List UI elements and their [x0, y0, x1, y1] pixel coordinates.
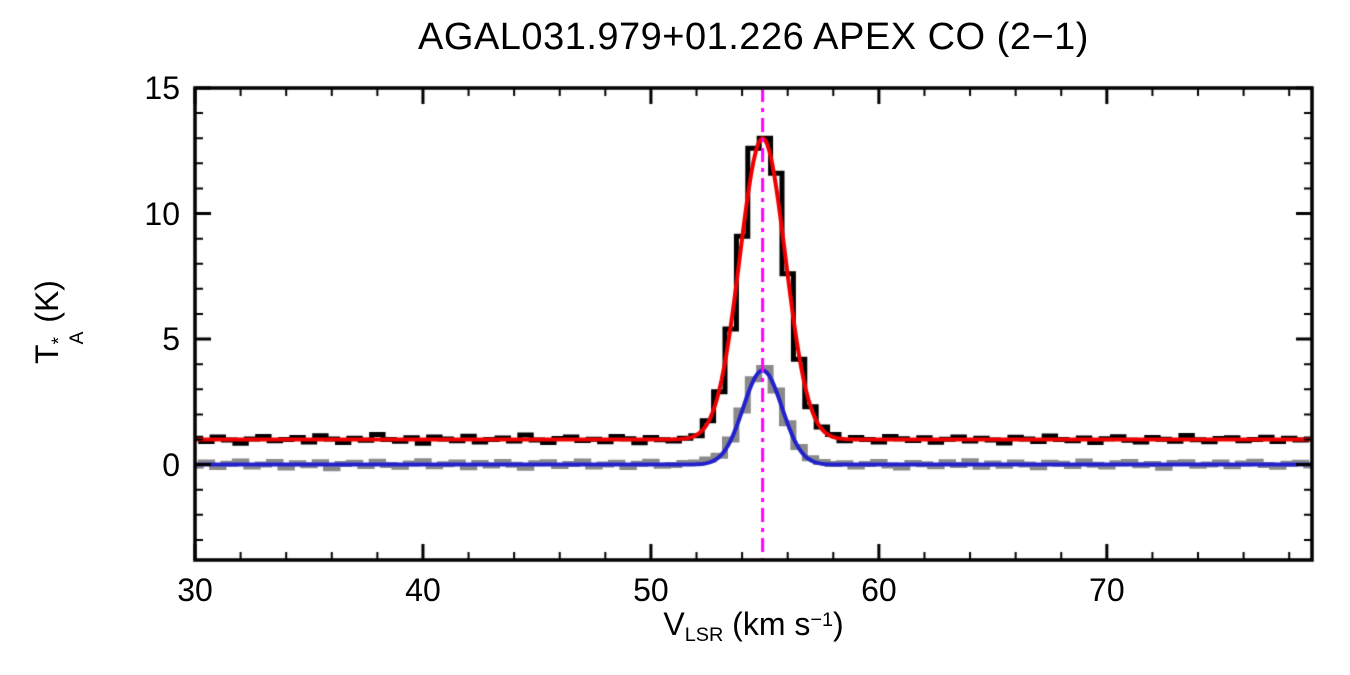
- x-tick-label: 50: [633, 572, 669, 608]
- x-tick-label: 40: [405, 572, 441, 608]
- y-label-unit: (K): [28, 280, 65, 332]
- y-label-symbol: T: [28, 344, 65, 364]
- y-tick-label: 15: [144, 70, 180, 106]
- x-tick-label: 60: [861, 572, 897, 608]
- y-label-script-stack: * A: [49, 331, 88, 345]
- y-axis-label: T * A (K): [28, 280, 88, 364]
- y-tick-label: 10: [144, 195, 180, 232]
- y-label-subscript: A: [66, 331, 88, 345]
- x-label-exponent: −1: [810, 609, 833, 632]
- x-label-unit: (km s: [723, 606, 811, 642]
- x-label-symbol: V: [663, 606, 685, 642]
- x-label-subscript: LSR: [684, 623, 724, 646]
- x-tick-label: 30: [177, 572, 213, 608]
- x-tick-label: 70: [1089, 572, 1125, 608]
- x-axis-label: VLSR (km s−1): [195, 606, 1312, 647]
- x-label-close: ): [832, 606, 844, 642]
- y-tick-label: 0: [162, 446, 180, 483]
- y-tick-label: 5: [162, 321, 180, 358]
